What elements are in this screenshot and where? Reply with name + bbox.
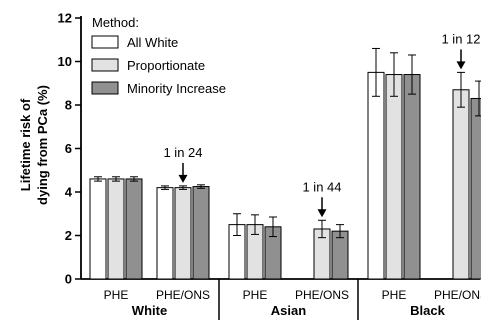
bar-black-phe-ons-3: [470, 97, 481, 280]
legend-swatch-2: [91, 58, 119, 72]
annotation-arrow-head: [317, 209, 327, 218]
bar-black-phe-ons-2: [452, 89, 470, 280]
bar-white-phe-1: [89, 178, 107, 280]
bar-white-phe-ons-3: [192, 186, 210, 280]
x-tick-label-asian-phe: PHE: [243, 288, 268, 302]
x-tick-label-white-phe-ons: PHE/ONS: [156, 288, 210, 302]
legend-item-1: All White: [127, 35, 178, 50]
plot-area: 024681012PHEPHE/ONSPHEPHE/ONSPHEPHE/ONSW…: [58, 11, 481, 320]
legend: Method: All White Proportionate Minority I…: [91, 15, 226, 96]
annotation-arrow-head: [178, 174, 188, 183]
group-label-white: White: [132, 303, 167, 318]
group-label-asian: Asian: [271, 303, 306, 318]
bar-black-phe-3: [403, 74, 421, 280]
group-label-black: Black: [410, 303, 445, 318]
y-tick-label-4: 4: [65, 185, 73, 200]
legend-swatch-3: [91, 81, 119, 95]
bar-white-phe-ons-1: [156, 187, 174, 280]
y-tick-label-12: 12: [58, 11, 72, 26]
x-tick-label-asian-phe-ons: PHE/ONS: [295, 288, 349, 302]
bar-black-phe-1: [367, 71, 385, 280]
annotation-3: 1 in 12: [441, 31, 480, 46]
legend-item-2: Proportionate: [127, 58, 205, 73]
bar-white-phe-3: [125, 178, 143, 280]
bar-asian-phe-ons-3: [331, 230, 349, 280]
y-axis-label-line-1: Lifetime risk of: [18, 98, 33, 191]
y-tick-label-6: 6: [65, 141, 72, 156]
legend-item-3: Minority Increase: [127, 81, 226, 96]
y-tick-label-8: 8: [65, 98, 72, 113]
annotation-arrow-head: [456, 61, 466, 70]
annotation-2: 1 in 44: [302, 179, 341, 194]
x-tick-label-black-phe: PHE: [382, 288, 407, 302]
annotation-1: 1 in 24: [163, 145, 202, 160]
bar-black-phe-2: [385, 74, 403, 280]
y-axis-label-line-2: dying from PCa (%): [35, 85, 50, 205]
y-tick-label-0: 0: [65, 272, 72, 287]
y-tick-label-10: 10: [58, 54, 72, 69]
legend-swatch-1: [91, 35, 119, 49]
bar-white-phe-ons-2: [174, 187, 192, 280]
y-tick-label-2: 2: [65, 228, 72, 243]
x-tick-label-white-phe: PHE: [104, 288, 129, 302]
bar-white-phe-2: [107, 178, 125, 280]
x-tick-label-black-phe-ons: PHE/ONS: [434, 288, 481, 302]
legend-title: Method:: [92, 15, 139, 30]
